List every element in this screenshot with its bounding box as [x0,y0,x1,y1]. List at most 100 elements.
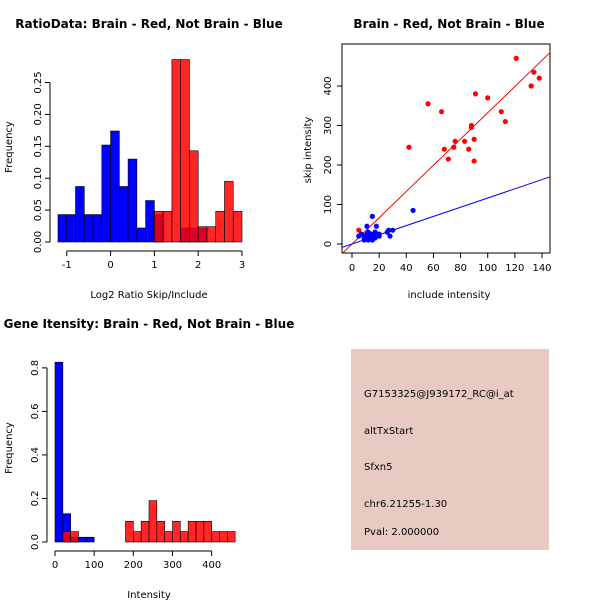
brain-fit-line [342,51,550,253]
y-tick-label: 0.2 [30,491,41,507]
not-brain-bar-0 [54,361,64,543]
x-tick-label: 120 [505,263,524,274]
not-brain-point-4 [364,223,370,229]
not-brain-bar-10 [145,200,155,243]
y-tick-label: 0.15 [33,135,44,157]
brain-bar-13 [211,531,220,543]
not-brain-point-22 [390,227,396,233]
not-brain-bar-9 [136,227,146,243]
brain-bar-1 [162,211,173,243]
brain-point-0 [356,227,362,233]
brain-bar-2 [171,59,181,243]
not-brain-bar-2 [75,186,85,243]
brain-point-9 [466,146,472,152]
intensity-histogram-bars [54,361,236,543]
x-tick-label: 80 [454,263,467,274]
x-tick-label: 3 [239,260,245,271]
y-tick-label: 0 [323,241,334,247]
ratio-histogram-bars [57,59,243,243]
y-tick-label: 0.6 [30,403,41,419]
brain-point-19 [528,83,534,89]
brain-bar-15 [227,531,236,543]
not-brain-point-21 [387,233,393,239]
not-brain-point-20 [386,227,392,233]
brain-point-7 [452,138,458,144]
brain-bar-7 [164,531,173,543]
info-panel: G7153325@J939172_RC@i_at altTxStart Sfxn… [351,349,549,550]
brain-point-5 [445,156,451,162]
intensity-scatter-ylabel: skip intensity [303,117,314,184]
y-tick-label: 0.20 [33,103,44,125]
not-brain-bar-7 [119,186,129,243]
y-tick-label: 0.25 [33,71,44,93]
x-tick-label: 140 [532,263,551,274]
x-tick-label: 40 [400,263,413,274]
y-tick-label: 0.0 [30,534,41,550]
brain-bar-6 [206,226,217,243]
brain-point-15 [485,95,491,101]
x-tick-label: 200 [124,560,143,571]
x-tick-label: 20 [373,263,386,274]
brain-point-8 [462,138,468,144]
not-brain-point-26 [367,234,373,240]
brain-point-14 [472,91,479,97]
x-tick-label: 400 [202,560,221,571]
not-brain-point-1 [358,231,365,237]
not-brain-point-18 [376,233,382,239]
intensity-scatter: Brain - Red, Not Brain - Blue 0 20 40 60 80 1… [303,17,552,301]
not-brain-bar-8 [127,158,138,243]
gene-name: Sfxn5 [364,462,393,473]
intensity-scatter-xlabel: include intensity [408,290,491,301]
event-type: altTxStart [364,426,413,437]
y-tick-label: 0.4 [30,447,41,463]
brain-point-17 [502,118,508,125]
ratio-histogram: RatioData: Brain - Red, Not Brain - Blue… [4,17,283,301]
x-tick-label: -1 [62,260,72,271]
not-brain-bar-0 [57,214,68,243]
brain-bar-9 [180,531,189,543]
not-brain-bar-4 [92,214,103,243]
intensity-histogram: Gene Itensity: Brain - Red, Not Brain - … [4,317,295,600]
x-tick-label: 0 [349,263,355,274]
brain-bar-12 [203,521,212,543]
brain-point-1 [406,144,412,150]
y-tick-label: 0.05 [33,199,44,221]
intensity-histogram-axes: 0 100 200 300 400 0.0 0.2 0.4 0.6 0.8 [30,360,221,571]
brain-point-20 [531,69,537,75]
y-tick-label: 300 [323,116,334,135]
y-tick-label: 200 [323,155,334,174]
brain-bar-3 [133,531,142,543]
brain-bar-6 [156,521,165,543]
x-tick-label: 2 [195,260,201,271]
y-tick-label: 0.10 [33,167,44,189]
y-tick-label: 100 [323,195,334,214]
genomic-location: chr6.21255-1.30 [364,499,447,510]
brain-point-11 [468,122,475,129]
not-brain-point-15 [373,223,380,229]
brain-bar-7 [215,211,225,243]
intensity-histogram-ylabel: Frequency [4,422,15,474]
brain-point-6 [451,144,457,150]
ratio-histogram-xlabel: Log2 Ratio Skip/Include [90,290,207,301]
x-tick-label: 300 [163,560,182,571]
brain-bar-8 [224,181,234,243]
ratio-histogram-ylabel: Frequency [4,121,15,173]
brain-bar-1 [70,531,79,543]
not-brain-bar-5 [101,144,111,243]
brain-point-3 [438,109,445,115]
info-panel-background [351,349,549,550]
brain-bar-4 [189,150,199,243]
y-tick-label: 0.8 [30,360,41,376]
brain-bar-3 [180,59,190,243]
intensity-scatter-axes: 0 20 40 60 80 100 120 140 0 100 200 300 400 [323,43,552,274]
ratio-histogram-axes: -1 0 1 2 3 0.00 0.05 0.10 0.15 0.20 0.25 [33,71,245,271]
not-brain-point-23 [410,207,416,214]
brain-point-16 [498,109,504,115]
not-brain-bar-1 [66,214,76,243]
brain-point-18 [513,55,519,61]
intensity-histogram-title: Gene Itensity: Brain - Red, Not Brain - … [4,317,295,331]
not-brain-bar-3 [83,214,94,243]
intensity-histogram-xlabel: Intensity [127,590,171,600]
x-tick-label: 0 [107,260,113,271]
